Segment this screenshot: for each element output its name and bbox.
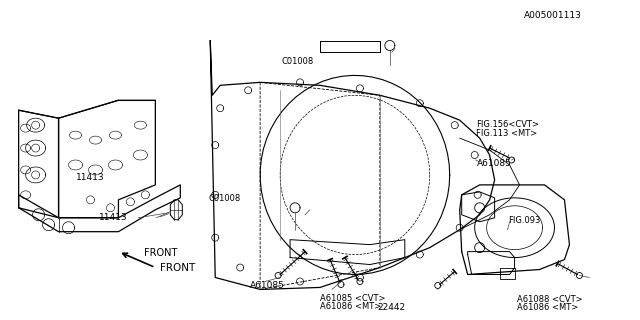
Text: FIG.156<CVT>: FIG.156<CVT>: [476, 120, 540, 130]
Text: 22442: 22442: [378, 303, 406, 312]
Text: A005001113: A005001113: [524, 11, 582, 20]
Text: FIG.093: FIG.093: [508, 216, 541, 225]
Text: FIG.113 <MT>: FIG.113 <MT>: [476, 129, 538, 138]
Text: C01008: C01008: [282, 57, 314, 66]
Text: FRONT: FRONT: [161, 262, 196, 273]
Text: A61085: A61085: [250, 281, 285, 290]
Text: A61088 <CVT>: A61088 <CVT>: [516, 295, 582, 304]
Text: FRONT: FRONT: [145, 248, 178, 258]
Text: A61085: A61085: [476, 159, 511, 168]
Text: A61086 <MT>: A61086 <MT>: [516, 303, 578, 312]
Text: 11413: 11413: [76, 173, 105, 182]
Text: C01008: C01008: [208, 194, 241, 203]
Text: A61085 <CVT>: A61085 <CVT>: [320, 294, 385, 303]
Text: 11413: 11413: [99, 213, 127, 222]
Text: A61086 <MT>: A61086 <MT>: [320, 302, 381, 311]
